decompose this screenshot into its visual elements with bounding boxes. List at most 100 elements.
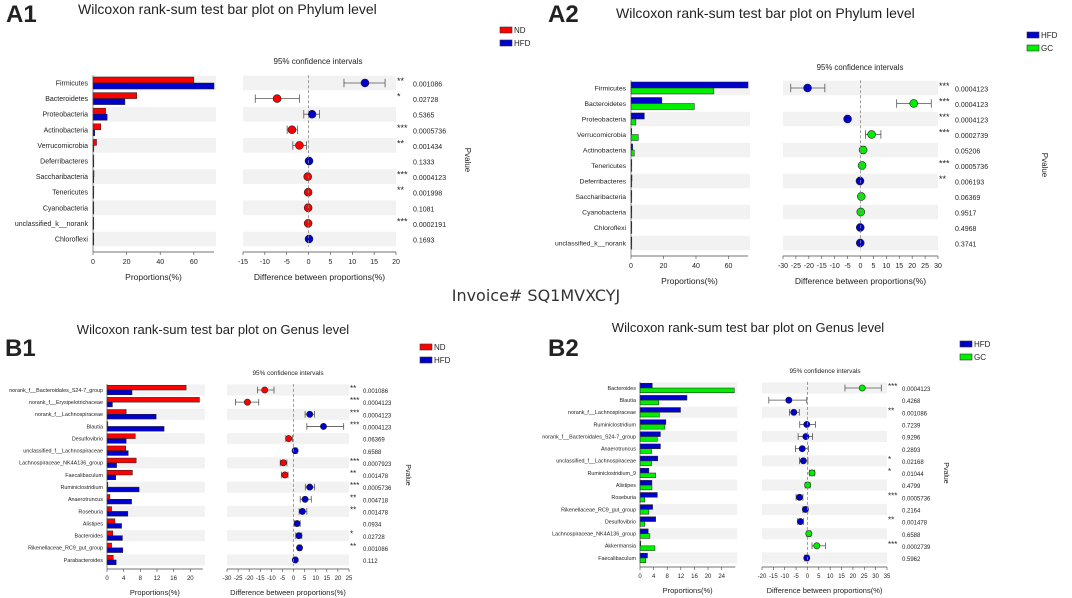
bar-gc: [639, 448, 652, 454]
diff-point: [243, 398, 251, 406]
row-shade: [762, 503, 887, 515]
diff-point: [281, 471, 289, 479]
row-shade: [783, 111, 938, 127]
diff-point: [855, 176, 865, 186]
legend-label: GC: [974, 353, 986, 362]
category-label: Parabacteroides: [64, 558, 104, 564]
bar-hfd: [106, 474, 116, 480]
significance-stars: ***: [939, 128, 950, 138]
bar-gc: [639, 460, 652, 466]
row-shade: [640, 430, 738, 443]
diff-point: [813, 542, 821, 550]
category-label: Faecalibaculum: [65, 473, 103, 479]
category-label: Tenericutes: [591, 163, 626, 170]
row-shade: [640, 528, 738, 540]
row-shade: [227, 554, 349, 566]
row-shade: [762, 528, 887, 540]
pvalue-label: 0.001086: [363, 547, 389, 553]
pvalue-label: 0.0007923: [363, 462, 392, 468]
pvalue-label: 0.001086: [413, 81, 442, 88]
ci-tick-label: 10: [882, 263, 890, 270]
row-shade: [640, 479, 738, 491]
diff-point: [291, 447, 299, 455]
ci-tick-label: -10: [267, 576, 276, 582]
bar-gc: [639, 472, 656, 478]
legend-label: GC: [1041, 44, 1053, 53]
ci-tick-label: 5: [871, 263, 875, 270]
row-shade: [93, 231, 216, 247]
bar-nd: [106, 506, 112, 512]
category-label: Rikenellaceae_RC9_gut_group: [28, 546, 103, 552]
diff-point: [803, 554, 811, 562]
pvalue-label: 0.4268: [902, 399, 921, 405]
significance-stars: *: [888, 455, 891, 464]
pvalue-label: 0.0004123: [363, 426, 392, 432]
category-label: unclassified_f__Lachnospiraceae: [23, 449, 103, 455]
pvalue-label: 0.2893: [902, 448, 921, 454]
ci-tick-label: -20: [804, 263, 814, 270]
ci-title: 95% confidence intervals: [789, 368, 860, 375]
bar-gc: [639, 533, 651, 539]
row-shade: [640, 455, 738, 467]
significance-stars: **: [397, 185, 405, 195]
bar-tick-label: 60: [725, 263, 733, 270]
bar-hfd: [92, 82, 215, 90]
pvalue-label: 0.001086: [363, 389, 389, 395]
diff-point: [301, 495, 309, 503]
bar-hfd: [630, 97, 663, 104]
bar-tick-label: 0: [91, 259, 95, 266]
bar-hfd: [106, 499, 132, 505]
ci-x-axis-label: Difference between proportions(%): [254, 272, 385, 282]
bar-gc: [639, 509, 650, 515]
pvalue-label: 0.001478: [363, 511, 389, 517]
diff-point: [272, 94, 282, 103]
bar-gc: [639, 424, 666, 430]
category-label: Lachnospiraceae_NK4A136_group: [19, 461, 103, 467]
diff-point: [293, 520, 301, 527]
category-label: norank_f__Bacteroidales_S24-7_group: [9, 388, 103, 394]
category-label: Tenericutes: [52, 190, 88, 197]
legend-label: ND: [434, 343, 446, 352]
bar-gc: [630, 149, 635, 157]
ci-tick-label: 5: [328, 259, 332, 266]
ci-title: 95% confidence intervals: [252, 370, 323, 377]
bar-gc: [630, 103, 695, 110]
pvalue-label: 0.9517: [955, 210, 977, 217]
ci-tick-label: 5: [303, 576, 307, 582]
bar-tick-label: 8: [666, 574, 670, 580]
category-label: Rikenellaceae_RC9_gut_group: [561, 507, 636, 513]
bar-hfd: [639, 467, 650, 474]
bar-nd: [92, 139, 97, 146]
diff-point: [803, 83, 812, 93]
legend-swatch-hfd: [419, 356, 433, 364]
category-label: Desulfovibrio: [605, 519, 636, 525]
panel-b1: B1 Wilcoxon rank-sum test bar plot on Gen…: [5, 322, 451, 597]
row-shade: [762, 382, 887, 394]
ci-tick-label: 5: [817, 574, 821, 580]
ci-tick-label: -5: [280, 576, 286, 582]
significance-stars: **: [350, 469, 356, 478]
pvalue-label: 0.2164: [902, 509, 921, 515]
diff-point: [808, 469, 816, 477]
category-label: Saccharibacteria: [575, 194, 626, 201]
bar-tick-label: 12: [677, 574, 684, 580]
category-label: Chloroflexi: [55, 236, 89, 243]
diff-point: [799, 457, 807, 465]
pvalue-label: 0.112: [363, 559, 378, 565]
diff-point: [291, 556, 299, 564]
row-shade: [762, 479, 887, 491]
ci-tick-label: -25: [791, 263, 801, 270]
diff-point: [360, 78, 370, 88]
bar-gc: [639, 557, 647, 563]
ci-tick-label: 15: [370, 259, 378, 266]
pvalue-label: 0.001478: [363, 474, 389, 480]
bar-tick-label: 12: [154, 576, 161, 582]
bar-hfd: [106, 450, 129, 456]
category-label: Saccharibacteria: [36, 174, 88, 181]
pvalue-label: 0.06369: [363, 438, 385, 444]
row-shade: [93, 138, 216, 153]
bar-gc: [639, 545, 656, 551]
pvalue-label: 0.0004123: [955, 86, 988, 93]
pvalue-label: 0.0004123: [363, 413, 392, 419]
ci-tick-label: 20: [335, 576, 342, 582]
